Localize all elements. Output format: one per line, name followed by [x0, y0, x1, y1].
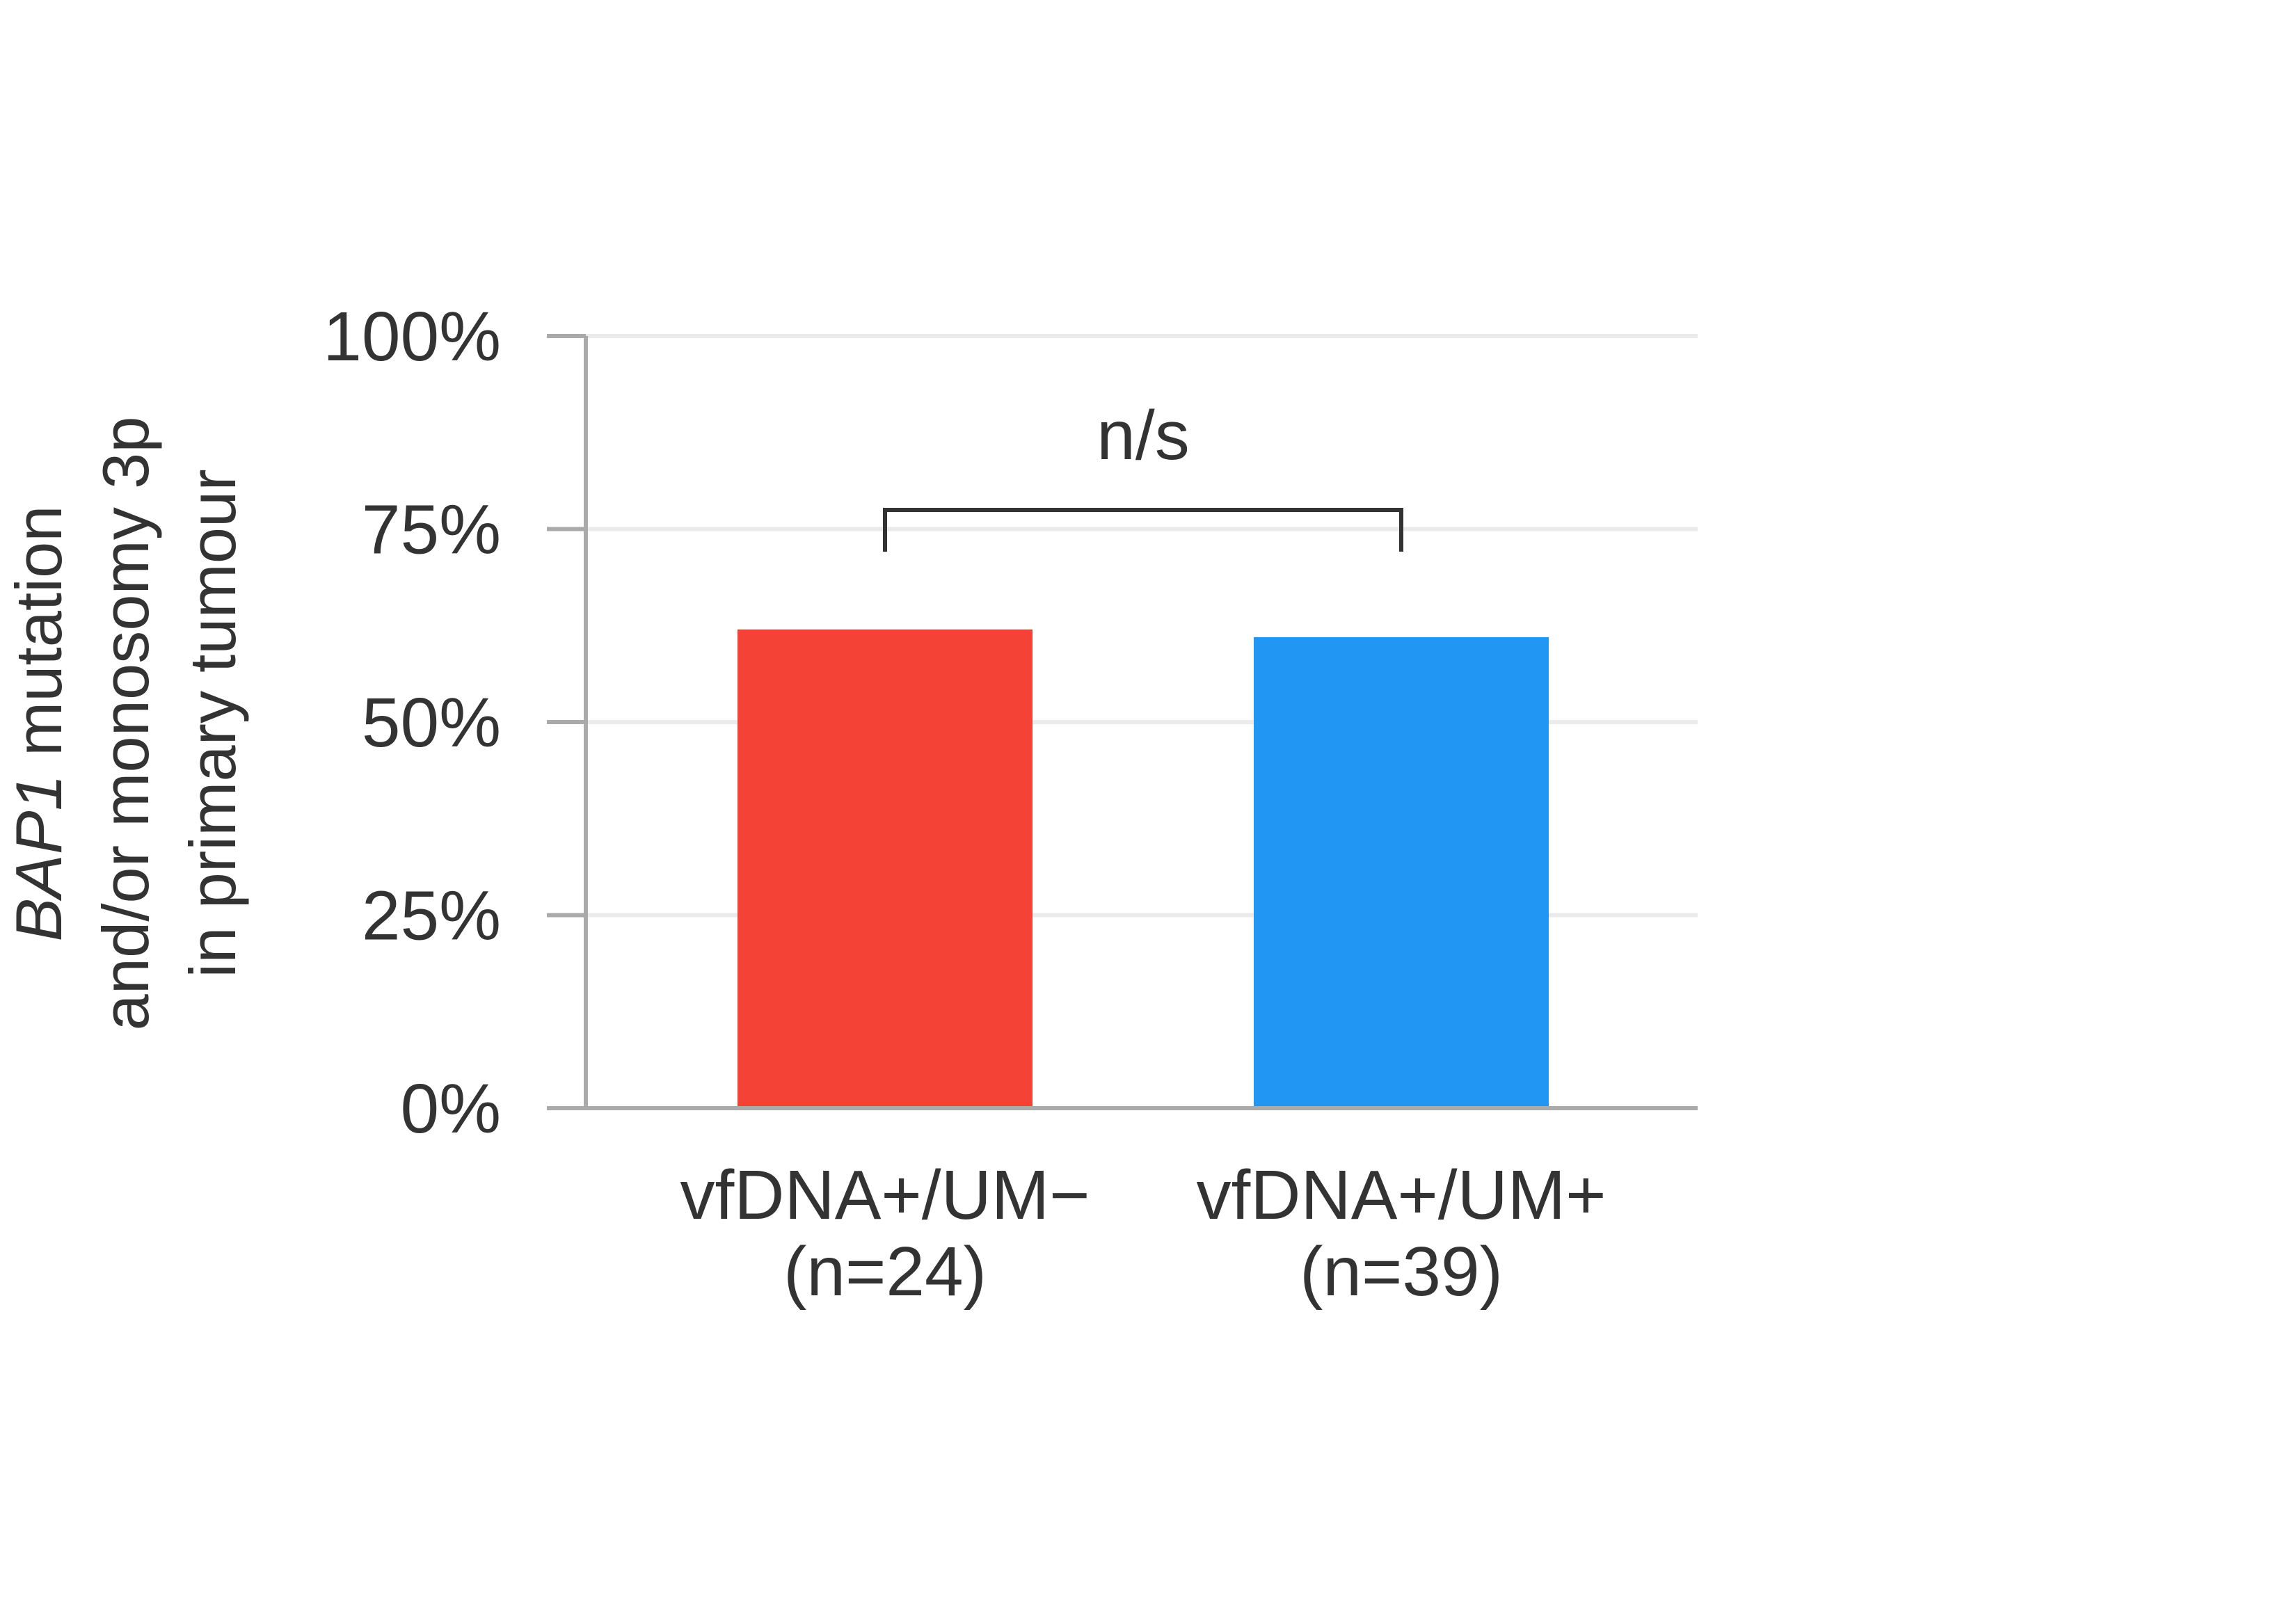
category-sublabel: (n=24) — [783, 1233, 987, 1311]
y-axis-title: BAP1 mutation and/or monosomy 3p in primar… — [2, 416, 249, 1030]
significance-label: n/s — [1097, 397, 1189, 474]
bar — [1254, 637, 1549, 1108]
significance-annotation: n/s — [883, 397, 1403, 552]
y-tick-label: 100% — [323, 298, 501, 376]
bars — [738, 629, 1549, 1108]
y-axis-title-line: in primary tumour — [176, 469, 249, 977]
category-label: vfDNA+/UM− — [680, 1156, 1090, 1234]
y-tick-label: 0% — [400, 1070, 501, 1148]
y-axis-title-line: and/or monosomy 3p — [89, 416, 162, 1030]
y-axis-title-line: BAP1 mutation — [2, 505, 75, 941]
bar — [738, 629, 1033, 1108]
category-label: vfDNA+/UM+ — [1196, 1156, 1606, 1234]
axes — [547, 334, 1698, 1110]
y-tick-label: 25% — [362, 877, 501, 955]
y-tick-label: 75% — [362, 491, 501, 569]
y-tick-labels: 0% 25% 50% 75% 100% — [323, 298, 501, 1148]
y-tick-label: 50% — [362, 684, 501, 762]
category-sublabel: (n=39) — [1300, 1233, 1503, 1311]
significance-bracket — [883, 508, 1403, 552]
x-category-labels: vfDNA+/UM−(n=24) vfDNA+/UM+(n=39) — [680, 1156, 1606, 1311]
